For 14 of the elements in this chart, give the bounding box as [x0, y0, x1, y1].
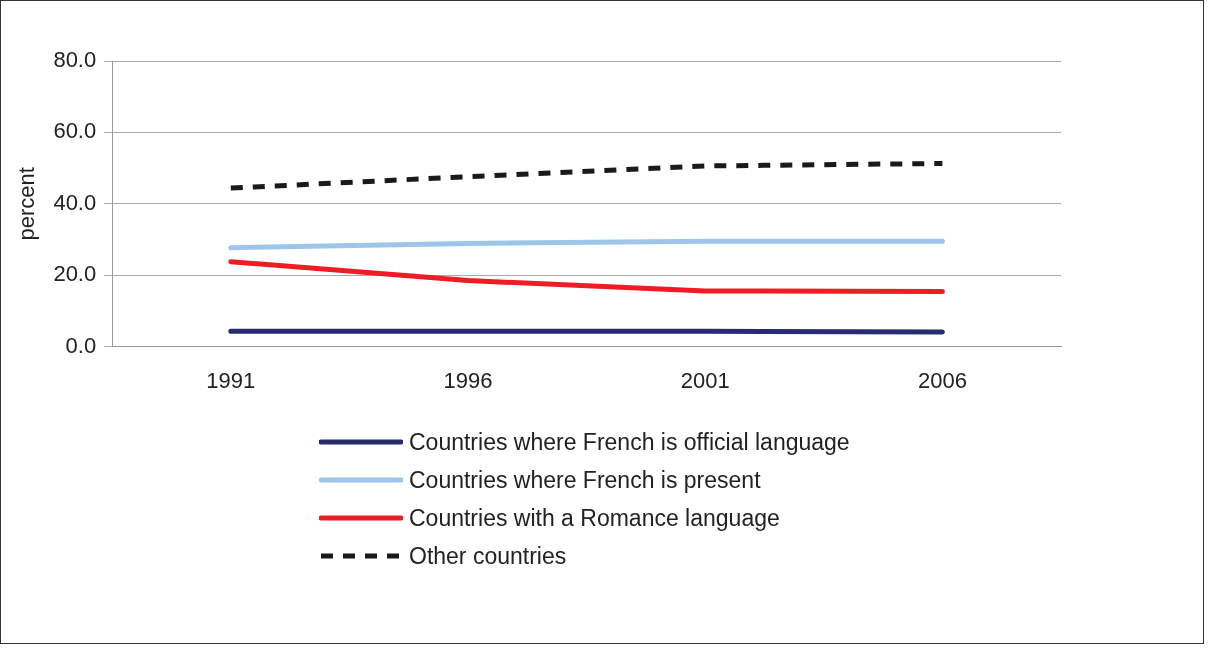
legend-label: Countries where French is present — [409, 466, 761, 494]
y-tick-label: 20.0 — [53, 261, 97, 287]
x-tick-label: 2001 — [680, 367, 730, 393]
legend-label: Countries with a Romance language — [409, 504, 780, 532]
y-tick-label: 60.0 — [53, 118, 97, 144]
y-tick-label: 80.0 — [53, 47, 97, 73]
y-axis-title: percent — [14, 167, 40, 241]
legend-label: Other countries — [409, 542, 567, 570]
x-tick-label: 1991 — [206, 367, 256, 393]
x-tick-label: 2006 — [917, 367, 967, 393]
y-tick-label: 0.0 — [65, 332, 97, 358]
legend-label: Countries where French is official language — [409, 428, 850, 456]
y-tick-label: 40.0 — [53, 189, 97, 215]
x-tick-label: 1996 — [443, 367, 493, 393]
